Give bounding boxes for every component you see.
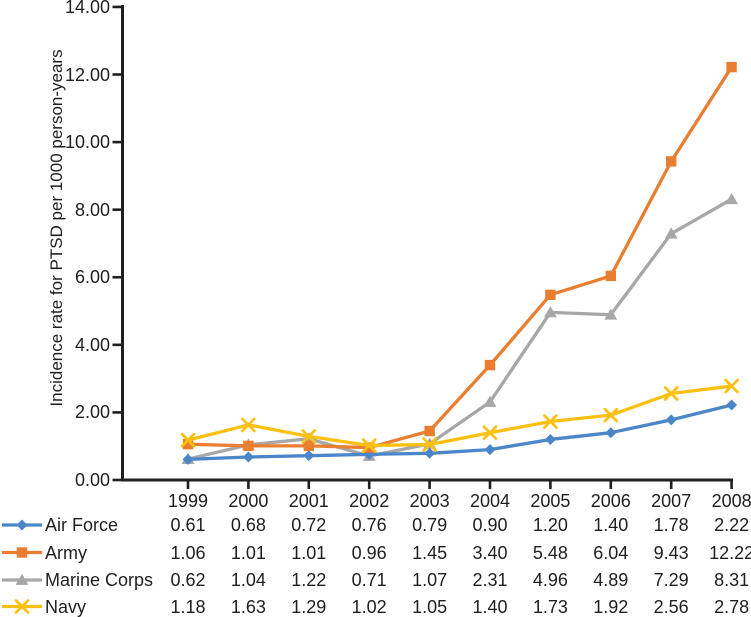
legend-marker-army — [16, 547, 28, 558]
series-marker-navy — [482, 425, 498, 441]
series-marker-air-force — [242, 451, 254, 463]
series-marker-marine-corps — [483, 395, 497, 407]
series-marker-navy — [724, 378, 739, 394]
series-marker-army — [364, 442, 375, 453]
series-marker-army — [666, 156, 677, 167]
series-marker-air-force — [424, 447, 436, 459]
series-marker-air-force — [544, 433, 556, 445]
series-marker-army — [605, 270, 616, 282]
series-marker-army — [303, 440, 314, 452]
series-marker-army — [424, 425, 435, 437]
legend-key-army — [2, 547, 42, 558]
series-marker-air-force — [182, 453, 194, 465]
series-marker-navy — [663, 386, 679, 401]
series-marker-marine-corps — [664, 227, 678, 239]
legend-marker-air-force — [16, 519, 28, 531]
series-marker-army — [243, 440, 254, 452]
series-marker-marine-corps — [725, 192, 738, 205]
legend-marker-navy — [14, 599, 30, 614]
series-line-air-force — [186, 403, 734, 462]
series-marker-air-force — [726, 399, 738, 411]
series-marker-air-force — [484, 444, 496, 456]
legend-key-air-force — [2, 519, 42, 531]
series-marker-navy — [543, 414, 558, 429]
legend-marker-marine-corps — [15, 573, 29, 585]
series-marker-army — [484, 359, 496, 371]
series-marker-air-force — [605, 427, 617, 439]
series-marker-air-force — [303, 450, 315, 462]
series-marker-marine-corps — [604, 308, 618, 320]
series-marker-army — [545, 289, 556, 301]
y-axis-title: Incidence rate for PTSD per 1000 person-… — [47, 49, 66, 407]
legend-key-navy — [2, 599, 42, 614]
series-marker-marine-corps — [544, 306, 557, 318]
series-marker-army — [182, 438, 194, 450]
series-marker-army — [726, 61, 737, 73]
series-marker-navy — [422, 437, 437, 452]
series-line-marine-corps — [186, 197, 734, 461]
series-marker-navy — [180, 432, 196, 448]
legend-key-marine-corps — [2, 573, 42, 585]
series-marker-air-force — [665, 414, 677, 426]
series-marker-navy — [301, 429, 317, 444]
series-line-navy — [186, 384, 734, 448]
series-marker-navy — [603, 407, 619, 423]
series-line-army — [186, 65, 734, 450]
series-marker-navy — [361, 438, 377, 453]
series-marker-navy — [241, 417, 256, 433]
